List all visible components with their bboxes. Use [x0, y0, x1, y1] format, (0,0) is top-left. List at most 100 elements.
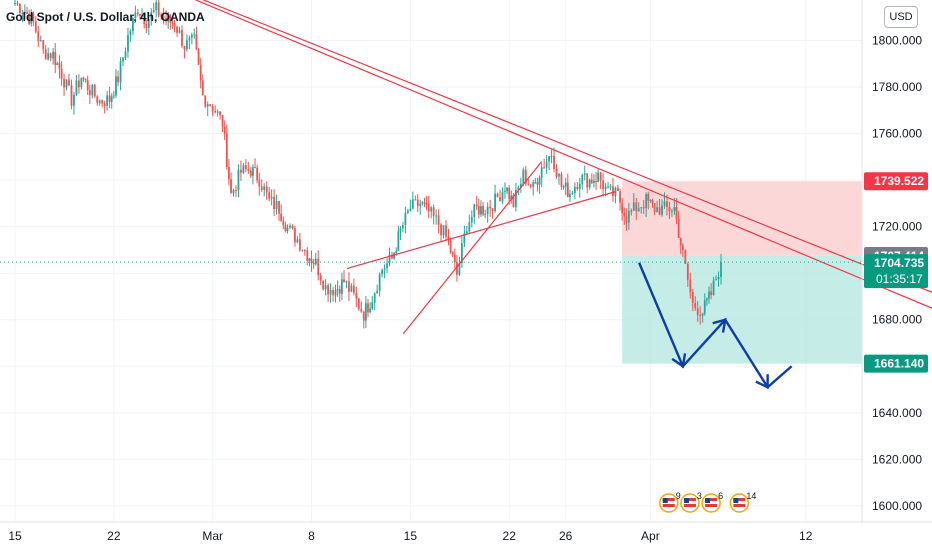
candle-body	[186, 40, 188, 50]
calendar-events[interactable]: 9 3 6 14	[659, 491, 757, 513]
candle-body	[112, 95, 115, 97]
candle-body	[381, 269, 384, 275]
candle-body	[677, 218, 680, 238]
candle-body	[216, 111, 219, 113]
candle-body	[637, 208, 640, 212]
candle-body	[717, 276, 720, 280]
candle-body	[134, 12, 137, 19]
candle-body	[127, 35, 129, 52]
candle-body	[564, 182, 567, 187]
trendline[interactable]	[402, 161, 543, 335]
candle-body	[352, 285, 355, 293]
candle-body	[383, 268, 386, 270]
candle-body	[188, 37, 191, 41]
candle-body	[143, 15, 146, 25]
candle-body	[317, 258, 320, 276]
candle-body	[477, 206, 480, 215]
candle-body	[430, 207, 433, 212]
candle-body	[329, 290, 332, 295]
x-tick-label: 8	[308, 529, 315, 543]
candle-body	[340, 279, 343, 294]
candle-body	[14, 2, 16, 4]
forecast-arrow[interactable]	[637, 262, 793, 390]
candle-body	[110, 96, 113, 102]
candle-body	[124, 51, 127, 58]
currency-button[interactable]: USD	[884, 6, 918, 28]
candle-body	[232, 190, 235, 194]
candle-body	[393, 253, 396, 259]
trendline[interactable]	[142, 0, 932, 301]
candle-body	[404, 212, 407, 226]
flag-stripe	[683, 504, 696, 507]
arrow-head[interactable]	[755, 374, 769, 390]
candle-body	[82, 77, 85, 79]
arrow-head[interactable]	[712, 318, 727, 333]
candle-body	[75, 80, 78, 95]
candle-body	[691, 292, 694, 304]
event-count: 9	[676, 491, 681, 501]
candle-body	[122, 57, 124, 62]
candle-body	[367, 303, 369, 313]
candle-body	[298, 239, 301, 251]
candle-body	[56, 63, 59, 65]
candle-body	[235, 190, 237, 192]
candle-body	[712, 280, 715, 295]
candle-body	[560, 173, 563, 187]
candle-body	[291, 225, 294, 229]
candle-body	[609, 186, 612, 188]
candle-body	[265, 186, 268, 193]
candle-body	[44, 49, 47, 60]
candle-body	[463, 233, 466, 244]
candle-body	[280, 213, 283, 221]
trendline[interactable]	[170, 0, 932, 317]
candle-body	[84, 78, 87, 81]
candle-body	[635, 202, 638, 212]
candle-body	[369, 308, 372, 313]
candle-body	[581, 174, 584, 184]
candle-body	[28, 13, 31, 24]
candle-body	[98, 100, 101, 103]
candle-body	[419, 203, 422, 207]
candle-body	[306, 250, 309, 261]
candle-body	[141, 15, 143, 17]
candle-body	[373, 293, 376, 303]
candle-body	[619, 191, 621, 203]
arrow-head[interactable]	[671, 353, 687, 369]
last-price-tag	[864, 254, 928, 289]
candle-body	[244, 165, 247, 170]
candle-body	[710, 291, 713, 295]
x-tick-label: 12	[799, 529, 813, 543]
candle-body	[458, 263, 461, 275]
candle-body	[679, 237, 682, 246]
candle-body	[47, 53, 50, 60]
candle-body	[406, 210, 409, 213]
candle-body	[571, 193, 574, 195]
stop-loss-tag	[864, 172, 928, 191]
grid	[0, 0, 862, 522]
y-tick-label: 1760.000	[872, 127, 922, 141]
candle-body	[350, 285, 353, 292]
candle-body	[602, 180, 604, 189]
trendlines[interactable]	[142, 0, 932, 335]
candle-body	[597, 172, 600, 182]
candle-body	[627, 210, 630, 223]
candle-body	[411, 199, 414, 209]
candle-body	[247, 169, 250, 171]
position-zones[interactable]	[622, 181, 862, 364]
time-axis[interactable]: 15 22 Mar 8 15 22 26 Apr 12	[8, 529, 812, 543]
candle-body	[37, 31, 40, 41]
candle-body	[583, 173, 586, 175]
x-tick-label: 15	[8, 529, 22, 543]
trendline[interactable]	[346, 191, 616, 270]
stop-loss-zone[interactable]	[622, 181, 862, 256]
candle-body	[527, 183, 530, 185]
candle-body	[671, 210, 673, 212]
candle-body	[263, 186, 266, 190]
candle-body	[427, 203, 430, 212]
candle-body	[209, 104, 212, 107]
candle-body	[273, 196, 276, 210]
candle-body	[681, 245, 684, 251]
candle-body	[522, 169, 525, 184]
